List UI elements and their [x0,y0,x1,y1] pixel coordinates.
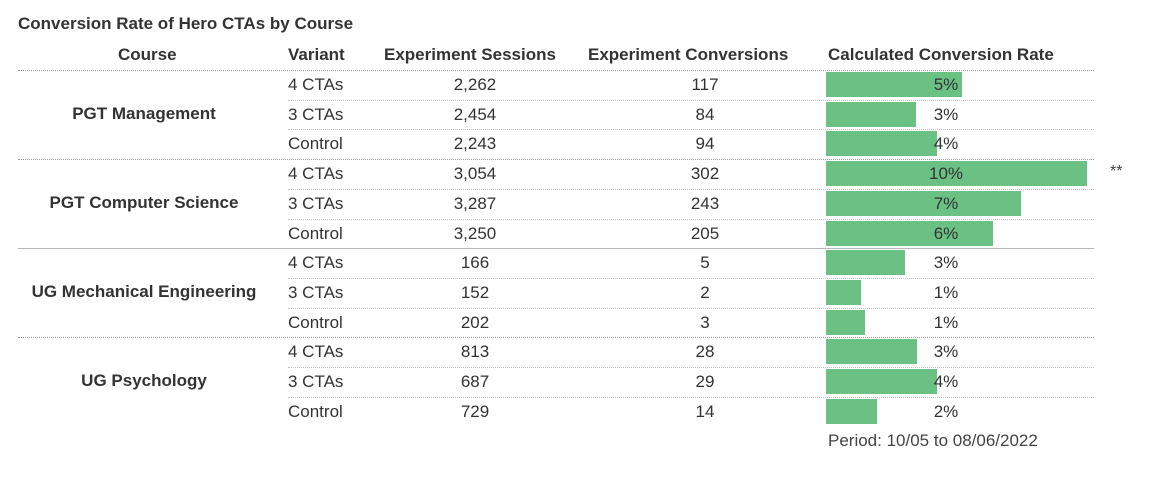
sessions-value: 3,054 [453,164,497,184]
conversions-value: 117 [691,75,719,94]
conversions-value: 84 [695,104,715,124]
table-row: 3 CTAs 3,287 243 7% [0,188,1158,219]
sessions-value: 2,454 [453,104,497,124]
variant-label: 4 CTAs [288,164,344,184]
sessions-value: 729 [460,401,490,421]
period-footnote: Period: 10/05 to 08/06/2022 [828,431,1038,450]
variant-label: 3 CTAs [288,104,344,124]
table-row: 4 CTAs 2,262 117 5% [0,70,1158,100]
header-course: Course [118,45,177,64]
conversion-rate-bar [826,250,905,276]
rate-label: 1% [933,282,959,302]
conversion-rate-bar [826,279,861,305]
conversions-value: 2 [700,282,710,302]
row-separator [288,307,1094,309]
sessions-value: 813 [460,342,490,362]
table-row: Control 729 14 2% [0,396,1158,427]
group-separator [18,337,1094,339]
rate-label: 4% [933,372,959,391]
sessions-value: 166 [460,253,490,273]
row-separator [288,277,1094,279]
table-row: 4 CTAs 166 5 3% [0,248,1158,278]
conversions-value: 205 [690,223,720,243]
sessions-value: 2,243 [453,134,497,154]
conversions-value: 14 [695,401,715,421]
row-separator [288,218,1094,220]
course-label: UG Psychology [81,371,207,390]
conversions-value: 302 [690,164,720,184]
variant-label: 4 CTAs [288,342,344,362]
variant-label: 3 CTAs [288,193,344,213]
row-separator [288,99,1094,101]
sessions-value: 202 [460,312,490,332]
course-label: PGT Computer Science [49,192,239,212]
table-row: Control 202 3 1% [0,307,1158,338]
rate-label: 10% [928,164,964,184]
conversion-rate-bar [826,131,937,157]
rate-label: 2% [933,401,959,421]
variant-label: Control [288,312,343,332]
conversions-value: 243 [690,193,720,213]
table-row: 3 CTAs 687 29 4% [0,367,1158,397]
row-separator [288,129,1094,131]
conversion-rate-bar [826,101,916,127]
group-separator [18,159,1094,161]
conversion-rate-bar [826,369,937,394]
significance-marker: ** [1110,163,1123,181]
conversion-rate-bar [826,339,917,365]
sessions-value: 3,287 [453,193,497,213]
group-separator [18,70,1094,71]
group-separator [18,248,1094,250]
conversion-rate-bar [826,72,962,97]
variant-label: 4 CTAs [288,253,344,273]
variant-label: Control [288,223,343,243]
table-row: Control 2,243 94 4% [0,129,1158,159]
rate-label: 7% [933,193,959,213]
variant-label: Control [288,134,343,154]
rate-label: 3% [933,253,959,273]
table-row: 3 CTAs 152 2 1% [0,277,1158,308]
conversion-rate-bar [826,190,1021,216]
header-sessions: Experiment Sessions [384,45,556,64]
conversions-value: 5 [700,253,710,273]
conversions-value: 29 [695,372,715,391]
conversion-rate-bar [826,161,1087,187]
rate-label: 6% [933,223,959,243]
conversion-rate-bar [826,309,865,335]
rate-label: 3% [933,342,959,362]
table-row: 4 CTAs 3,054 302 10% ** [0,159,1158,189]
course-label: UG Mechanical Engineering [31,281,257,301]
variant-label: Control [288,401,343,421]
sessions-value: 3,250 [453,223,497,243]
conversions-value: 94 [695,134,715,154]
sessions-value: 152 [460,282,490,302]
conversions-value: 28 [695,342,715,362]
row-separator [288,396,1094,398]
conversion-rate-bar [826,220,993,246]
conversions-value: 3 [700,312,710,332]
row-separator [288,367,1094,368]
chart-title: Conversion Rate of Hero CTAs by Course [18,14,354,33]
header-conversions: Experiment Conversions [588,45,789,64]
rate-label: 1% [933,312,959,332]
sessions-value: 2,262 [453,75,497,94]
rate-label: 5% [933,75,959,94]
conversion-rate-bar [826,398,877,424]
table-row: 4 CTAs 813 28 3% [0,337,1158,367]
variant-label: 3 CTAs [288,372,344,391]
table-row: 3 CTAs 2,454 84 3% [0,99,1158,130]
rate-label: 3% [933,104,959,124]
variant-label: 3 CTAs [288,282,344,302]
rate-label: 4% [933,134,959,154]
course-label: PGT Management [72,103,216,123]
sessions-value: 687 [460,372,490,391]
header-conversion-rate: Calculated Conversion Rate [828,45,1054,64]
header-variant: Variant [288,45,345,64]
table-row: Control 3,250 205 6% [0,218,1158,249]
variant-label: 4 CTAs [288,75,344,94]
row-separator [288,188,1094,190]
